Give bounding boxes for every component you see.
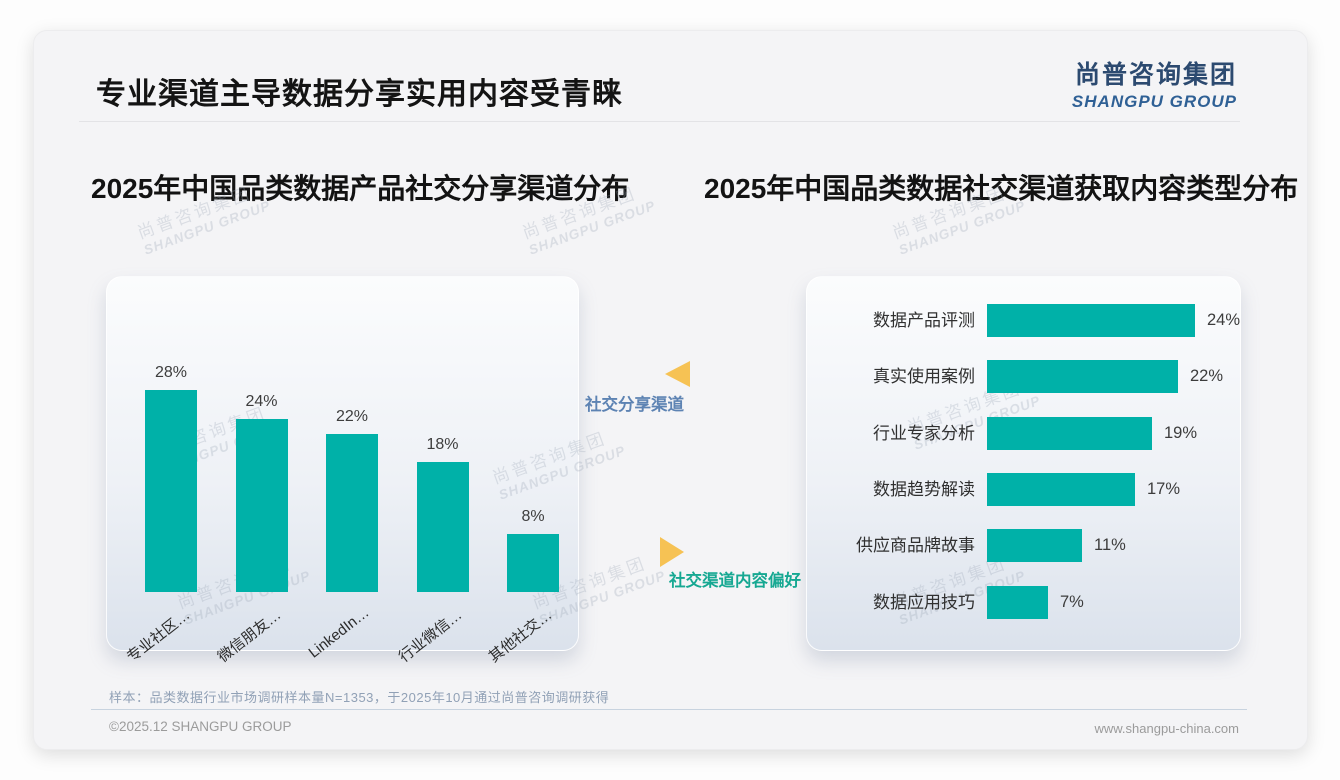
- company-logo: 尚普咨询集团 SHANGPU GROUP: [1072, 55, 1237, 112]
- header-divider: [79, 121, 1240, 122]
- bar: [235, 419, 288, 592]
- hbar: [987, 529, 1082, 562]
- hbar-value-label: 19%: [1164, 424, 1198, 442]
- left-chart-card: 28% 专业社区… 24% 微信朋友… 22% LinkedIn… 18% 行业微信… 8% 其他…: [106, 276, 579, 666]
- yellow-triangle-right-icon: [660, 537, 684, 567]
- hbar: [987, 360, 1178, 393]
- footer-divider: [91, 709, 1247, 710]
- hbar-category-label: 真实使用案例: [873, 367, 975, 386]
- bar-value-label: 8%: [521, 508, 545, 525]
- hbar-value-label: 22%: [1190, 367, 1224, 385]
- annotation-share-channel: 社交分享渠道: [585, 396, 684, 414]
- website-text: www.shangpu-china.com: [1094, 721, 1239, 736]
- hbar: [987, 417, 1152, 450]
- sample-note: 样本：品类数据行业市场调研样本量N=1353，于2025年10月通过尚普咨询调研…: [109, 690, 610, 705]
- left-chart-title: 2025年中国品类数据产品社交分享渠道分布: [91, 173, 630, 204]
- hbar-category-label: 数据产品评测: [873, 311, 975, 330]
- annotation-content-preference: 社交渠道内容偏好: [669, 572, 801, 590]
- hbar-value-label: 11%: [1094, 536, 1126, 554]
- right-chart-card: 数据产品评测 24% 真实使用案例 22% 行业专家分析 19% 数据趋势解读 17% 供应商品…: [806, 276, 1241, 651]
- hbar-value-label: 24%: [1207, 311, 1241, 329]
- hbar-category-label: 数据趋势解读: [873, 480, 975, 499]
- bar-value-label: 24%: [245, 393, 278, 410]
- bar: [507, 534, 559, 592]
- hbar: [987, 586, 1048, 619]
- yellow-triangle-left-icon: [665, 361, 690, 387]
- hbar-value-label: 17%: [1147, 480, 1181, 498]
- hbar-category-label: 供应商品牌故事: [856, 536, 975, 555]
- hbar-category-label: 行业专家分析: [873, 424, 975, 443]
- copyright-text: ©2025.12 SHANGPU GROUP: [109, 719, 292, 734]
- logo-en-text: SHANGPU GROUP: [1071, 92, 1237, 111]
- bar-value-label: 18%: [426, 436, 459, 453]
- logo-cn-text: 尚普咨询集团: [1074, 61, 1237, 89]
- hbar-value-label: 7%: [1060, 593, 1084, 611]
- hbar: [987, 304, 1195, 337]
- hbar-category-label: 数据应用技巧: [873, 593, 975, 612]
- bar-value-label: 28%: [154, 364, 188, 381]
- hbar: [987, 473, 1135, 506]
- bar: [145, 390, 197, 592]
- right-chart-plot: 数据产品评测 24% 真实使用案例 22% 行业专家分析 19% 数据趋势解读 17% 供应商品…: [807, 277, 1240, 650]
- bar: [326, 434, 378, 592]
- left-chart-plot: 28% 专业社区… 24% 微信朋友… 22% LinkedIn… 18% 行业微信… 8% 其他…: [107, 277, 578, 666]
- slide-title: 专业渠道主导数据分享实用内容受青睐: [96, 78, 623, 111]
- right-chart-title: 2025年中国品类数据社交渠道获取内容类型分布: [704, 173, 1299, 204]
- bar-value-label: 22%: [335, 408, 369, 425]
- bar: [416, 462, 469, 592]
- slide: 尚普咨询集团 SHANGPU GROUP 尚普咨询集团 SHANGPU GROUP 尚普…: [33, 30, 1308, 750]
